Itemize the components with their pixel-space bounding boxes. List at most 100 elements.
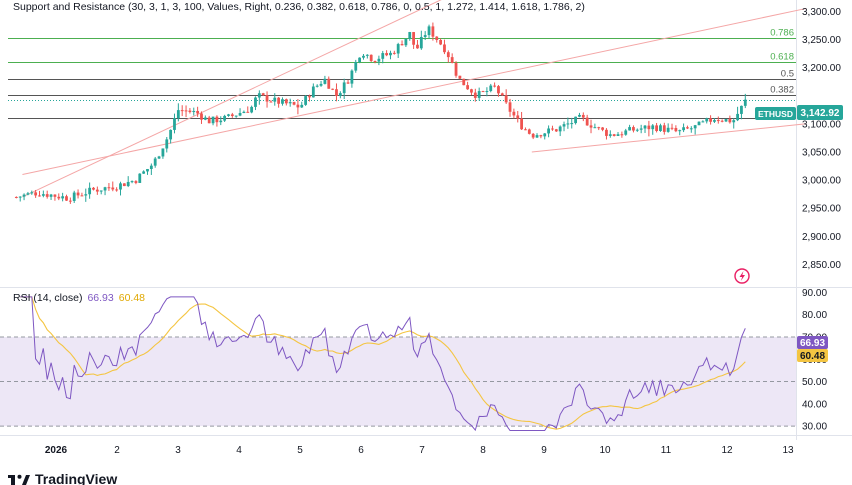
candle[interactable] [41, 190, 45, 198]
candle[interactable] [443, 39, 446, 55]
candle[interactable] [99, 190, 103, 195]
candle[interactable] [211, 116, 215, 126]
candle[interactable] [257, 90, 261, 105]
candle[interactable] [192, 107, 196, 116]
candle[interactable] [558, 125, 562, 137]
symbol-tag[interactable]: ETHUSD [755, 107, 796, 120]
candle[interactable] [578, 112, 581, 118]
candle[interactable] [385, 50, 389, 57]
candle[interactable] [350, 69, 354, 88]
candle[interactable] [400, 40, 404, 46]
candle[interactable] [504, 89, 508, 104]
candle[interactable] [76, 189, 80, 199]
candle[interactable] [196, 106, 200, 117]
candle[interactable] [223, 114, 227, 122]
candle[interactable] [473, 88, 477, 102]
candle[interactable] [308, 94, 311, 102]
candle[interactable] [666, 123, 670, 133]
candle[interactable] [165, 137, 169, 153]
candle[interactable] [219, 116, 223, 126]
candle[interactable] [713, 118, 716, 124]
candle[interactable] [412, 31, 416, 49]
candle[interactable] [643, 125, 647, 133]
candle[interactable] [119, 181, 122, 196]
candle[interactable] [431, 22, 435, 41]
candle[interactable] [311, 83, 315, 98]
candle[interactable] [49, 193, 53, 200]
candle[interactable] [493, 82, 497, 88]
candle[interactable] [203, 115, 207, 121]
candle[interactable] [678, 129, 682, 136]
candle[interactable] [628, 124, 631, 131]
flash-icon[interactable] [734, 268, 750, 284]
candle[interactable] [720, 119, 724, 123]
candle[interactable] [57, 193, 61, 201]
candle[interactable] [620, 131, 624, 138]
candle[interactable] [157, 155, 161, 160]
candle[interactable] [512, 108, 516, 119]
candle[interactable] [551, 125, 554, 131]
candle[interactable] [18, 196, 22, 202]
candle[interactable] [396, 42, 400, 58]
candle[interactable] [68, 197, 72, 204]
candle[interactable] [439, 38, 443, 46]
candle[interactable] [265, 91, 269, 108]
candle[interactable] [450, 53, 454, 64]
candle[interactable] [427, 24, 431, 39]
candle[interactable] [34, 189, 38, 198]
candle[interactable] [335, 83, 338, 102]
candle[interactable] [419, 30, 423, 50]
candle[interactable] [373, 60, 377, 64]
candle[interactable] [230, 112, 234, 118]
candle[interactable] [647, 120, 651, 137]
candle[interactable] [736, 106, 739, 122]
candle[interactable] [65, 194, 68, 201]
candle[interactable] [346, 79, 350, 84]
candle[interactable] [601, 127, 604, 132]
candle[interactable] [408, 31, 412, 41]
candle[interactable] [126, 176, 130, 188]
candle[interactable] [296, 99, 300, 115]
rsi-ma-value-tag[interactable]: 60.48 [797, 349, 828, 362]
candle[interactable] [693, 124, 697, 135]
candle[interactable] [743, 93, 747, 109]
candle[interactable] [107, 183, 111, 191]
candle[interactable] [616, 132, 620, 136]
candle[interactable] [470, 88, 473, 96]
candle[interactable] [200, 111, 203, 124]
candle[interactable] [315, 84, 319, 88]
candle[interactable] [709, 115, 712, 125]
candle[interactable] [38, 190, 41, 197]
candle[interactable] [605, 128, 608, 140]
candle[interactable] [516, 110, 520, 123]
candle[interactable] [597, 126, 601, 131]
candle[interactable] [88, 182, 92, 199]
candle[interactable] [531, 132, 535, 140]
candle[interactable] [489, 83, 493, 93]
candle[interactable] [288, 98, 292, 107]
candle[interactable] [624, 128, 628, 136]
candle[interactable] [662, 122, 666, 135]
candle[interactable] [269, 100, 273, 103]
candle[interactable] [146, 168, 149, 175]
candle[interactable] [227, 113, 230, 117]
candle[interactable] [612, 133, 616, 137]
candle[interactable] [238, 108, 242, 117]
candle[interactable] [134, 180, 138, 185]
candle[interactable] [292, 101, 296, 106]
candle[interactable] [670, 123, 674, 131]
candle[interactable] [284, 98, 288, 106]
candle[interactable] [392, 50, 396, 55]
candle[interactable] [389, 50, 392, 60]
candle[interactable] [92, 187, 95, 191]
candle[interactable] [84, 188, 88, 202]
candle[interactable] [215, 115, 219, 127]
candle[interactable] [701, 120, 705, 123]
candle[interactable] [543, 133, 547, 140]
candle[interactable] [342, 78, 346, 100]
candle[interactable] [184, 105, 188, 118]
candle[interactable] [520, 111, 524, 131]
candle[interactable] [354, 59, 358, 73]
candle[interactable] [273, 93, 277, 106]
candle[interactable] [176, 103, 180, 122]
